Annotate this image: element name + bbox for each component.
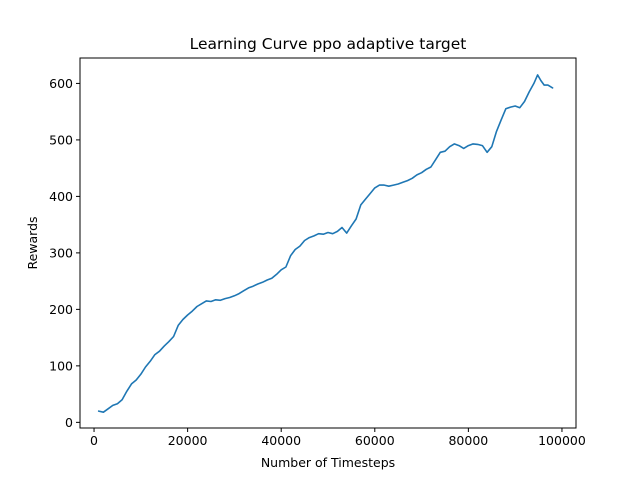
y-axis-label: Rewards: [25, 216, 40, 269]
x-tick-label: 60000: [355, 433, 395, 448]
plot-frame: [79, 57, 577, 429]
y-axis: 0 100 200 300 400 500 600: [49, 76, 80, 430]
y-tick-label: 200: [49, 302, 73, 317]
y-tick-label: 100: [49, 358, 73, 373]
x-tick-label: 0: [90, 433, 98, 448]
x-tick-label: 40000: [261, 433, 301, 448]
y-tick-label: 500: [49, 132, 73, 147]
x-tick-label: 100000: [538, 433, 586, 448]
x-tick-label: 80000: [448, 433, 488, 448]
x-axis: 0 20000 40000 60000 80000 100000: [90, 428, 586, 448]
y-tick-label: 0: [65, 415, 73, 430]
series-line-rewards: [97, 74, 554, 413]
y-tick-label: 400: [49, 189, 73, 204]
chart-title: Learning Curve ppo adaptive target: [190, 35, 467, 53]
plot-area: [97, 74, 554, 413]
x-axis-label: Number of Timesteps: [261, 455, 395, 470]
y-tick-label: 600: [49, 76, 73, 91]
y-tick-label: 300: [49, 245, 73, 260]
x-tick-label: 20000: [168, 433, 208, 448]
